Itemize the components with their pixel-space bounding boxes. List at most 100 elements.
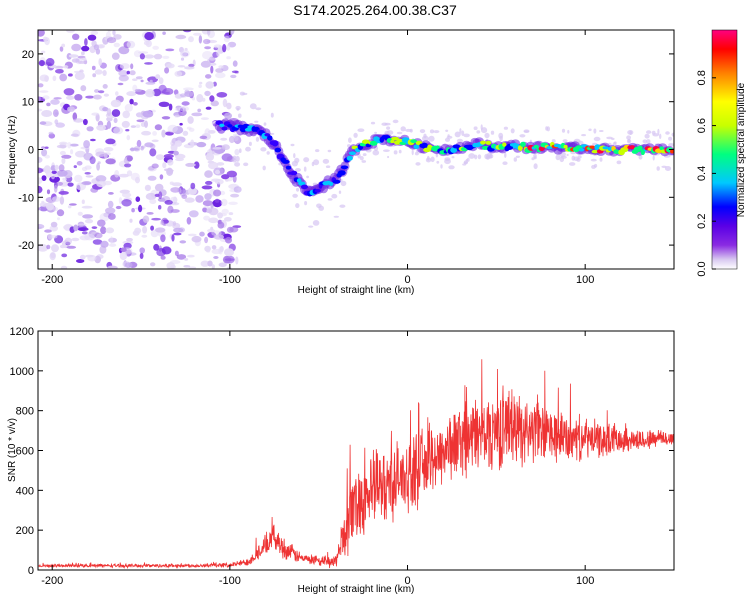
- noise-blob: [155, 227, 166, 233]
- colorbar-tick-label: 0.0: [696, 261, 708, 276]
- y-tick-label: -10: [18, 192, 34, 204]
- scatter-blob: [428, 135, 435, 142]
- noise-blob: [102, 84, 108, 89]
- noise-blob: [74, 94, 83, 101]
- x-tick-label: 100: [576, 274, 594, 286]
- noise-blob: [106, 37, 117, 44]
- noise-blob: [131, 208, 135, 213]
- noise-blob: [222, 44, 227, 53]
- noise-blob: [84, 165, 92, 170]
- scatter-blob: [644, 133, 650, 139]
- noise-blob: [158, 101, 170, 108]
- scatter-blob: [325, 165, 331, 168]
- noise-blob: [213, 44, 222, 49]
- noise-blob: [119, 63, 130, 70]
- scatter-blob: [489, 153, 492, 159]
- scatter-blob: [665, 131, 670, 135]
- noise-blob: [110, 236, 113, 244]
- noise-blob: [183, 30, 192, 33]
- noise-blob: [117, 82, 124, 86]
- noise-blob: [84, 233, 95, 241]
- noise-blob: [187, 186, 197, 196]
- noise-blob: [76, 259, 85, 263]
- x-tick-label: -100: [219, 575, 241, 587]
- noise-blob: [230, 74, 237, 79]
- scatter-blob: [519, 134, 526, 138]
- noise-blob: [162, 162, 167, 169]
- noise-blob: [144, 54, 155, 59]
- noise-blob: [50, 221, 58, 228]
- snr-xlabel: Height of straight line (km): [298, 584, 415, 595]
- scatter-blob: [393, 150, 398, 155]
- noise-blob: [204, 90, 211, 97]
- noise-blob: [198, 35, 203, 44]
- ridge-blob: [332, 179, 341, 184]
- noise-blob: [58, 164, 65, 172]
- noise-blob: [102, 70, 107, 76]
- ridge-blob: [410, 139, 418, 144]
- scatter-blob: [308, 225, 314, 228]
- noise-blob: [100, 240, 109, 248]
- noise-blob: [115, 205, 122, 210]
- ridge-blob: [485, 140, 492, 145]
- noise-blob: [106, 120, 112, 129]
- noise-blob: [223, 35, 230, 43]
- noise-blob: [155, 154, 165, 161]
- noise-blob: [91, 65, 96, 71]
- scatter-blob: [447, 134, 450, 138]
- scatter-blob: [627, 130, 634, 135]
- noise-blob: [105, 31, 111, 40]
- noise-blob: [174, 250, 179, 257]
- noise-blob: [109, 243, 117, 247]
- noise-blob: [38, 83, 44, 88]
- scatter-blob: [254, 120, 259, 123]
- noise-blob: [50, 99, 60, 105]
- noise-blob: [52, 75, 57, 82]
- noise-blob: [191, 235, 202, 243]
- x-tick-label: 0: [404, 274, 410, 286]
- noise-blob: [41, 110, 53, 117]
- ridge-blob: [517, 145, 523, 152]
- noise-blob: [217, 221, 225, 229]
- scatter-blob: [315, 149, 320, 153]
- scatter-blob: [468, 153, 476, 159]
- noise-blob: [224, 258, 235, 261]
- scatter-blob: [353, 132, 358, 138]
- scatter-blob: [386, 126, 391, 130]
- spectrogram-xlabel: Height of straight line (km): [298, 285, 415, 296]
- noise-blob: [126, 134, 131, 141]
- noise-blob: [85, 175, 94, 178]
- scatter-blob: [588, 128, 592, 132]
- noise-blob: [46, 244, 51, 250]
- ridge-blob: [502, 142, 507, 147]
- noise-blob: [85, 95, 95, 99]
- noise-blob: [81, 57, 87, 61]
- y-tick-label: 200: [16, 525, 34, 537]
- ridge-blob: [450, 147, 458, 153]
- noise-blob: [97, 219, 106, 227]
- scatter-blob: [581, 134, 586, 137]
- noise-blob: [184, 66, 195, 70]
- noise-blob: [193, 161, 200, 169]
- x-tick-label: -200: [41, 575, 63, 587]
- noise-blob: [160, 255, 166, 260]
- snr-marks: [38, 359, 674, 570]
- noise-blob: [145, 89, 155, 98]
- noise-blob: [226, 102, 232, 110]
- scatter-blob: [340, 180, 347, 187]
- noise-blob: [180, 49, 190, 58]
- noise-blob: [190, 139, 195, 148]
- noise-blob: [234, 148, 240, 156]
- noise-blob: [152, 131, 158, 136]
- noise-blob: [63, 65, 69, 69]
- colorbar-ticks: 0.0 0.2 0.4 0.6 0.8: [696, 70, 716, 277]
- noise-blob: [69, 203, 77, 206]
- scatter-blob: [590, 158, 597, 162]
- y-tick-label: 0: [28, 565, 34, 577]
- noise-blob: [207, 160, 215, 164]
- ridge-blob: [594, 144, 601, 151]
- noise-blob: [135, 76, 143, 80]
- scatter-blob: [260, 147, 267, 152]
- scatter-blob: [327, 198, 333, 201]
